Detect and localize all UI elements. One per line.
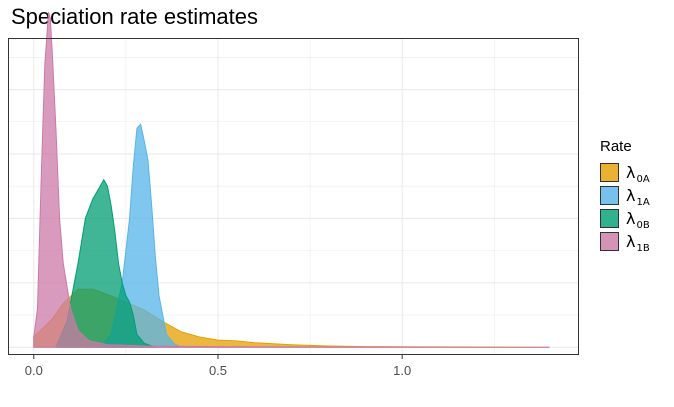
legend-label: λ1A	[626, 186, 650, 208]
legend-item-1a: λ1A	[600, 184, 650, 208]
x-axis: 0.0 0.5 1.0	[25, 355, 411, 378]
legend-key	[600, 232, 619, 251]
legend-title: Rate	[600, 138, 632, 155]
legend-items: λ0A λ1A λ0B λ1B	[600, 161, 650, 254]
series-layer	[33, 12, 550, 348]
plot-border	[8, 38, 579, 355]
legend-label: λ0A	[626, 163, 650, 185]
legend-item-0b: λ0B	[600, 207, 650, 231]
legend-item-1b: λ1B	[600, 230, 650, 254]
legend-key	[600, 209, 619, 228]
chart-title: Speciation rate estimates	[11, 4, 259, 29]
density-area-0b	[55, 178, 156, 348]
x-tick-label: 0.0	[25, 363, 43, 378]
x-tick-label: 1.0	[393, 363, 411, 378]
legend-label: λ0B	[626, 209, 650, 231]
legend-label: λ1B	[626, 232, 650, 254]
legend: Rate λ0A λ1A λ0B λ1B	[600, 138, 650, 254]
legend-key	[600, 163, 619, 182]
legend-key	[600, 186, 619, 205]
legend-item-0a: λ0A	[600, 161, 650, 185]
x-tick-label: 0.5	[209, 363, 227, 378]
density-area-1b	[33, 12, 550, 348]
